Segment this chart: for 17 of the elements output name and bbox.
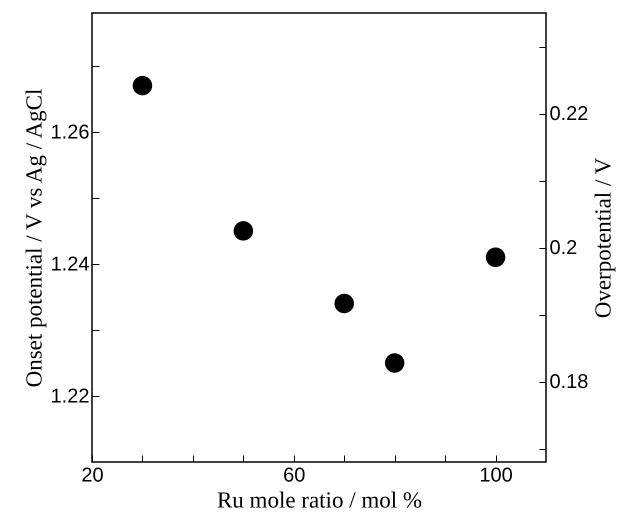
x-axis-title: Ru mole ratio / mol % bbox=[216, 488, 422, 512]
y-axis-title: Onset potential / V vs Ag / AgCl bbox=[22, 88, 47, 388]
point bbox=[234, 221, 254, 241]
x-tick-label: 60 bbox=[283, 464, 306, 486]
y2-axis-title: Overpotential / V bbox=[590, 157, 616, 318]
y-tick-label: 1.22 bbox=[50, 385, 90, 408]
y2-tick-label: 0.2 bbox=[550, 237, 578, 260]
y2-tick-label: 0.18 bbox=[550, 371, 588, 394]
x-tick-label: 100 bbox=[479, 464, 513, 486]
point bbox=[486, 248, 506, 268]
x-tick-label: 20 bbox=[81, 464, 104, 486]
point bbox=[132, 76, 152, 96]
y-tick-label: 1.24 bbox=[50, 253, 90, 276]
point bbox=[384, 353, 404, 373]
y-tick-label: 1.26 bbox=[50, 121, 90, 144]
point bbox=[334, 294, 354, 314]
y2-tick-label: 0.22 bbox=[550, 103, 588, 126]
